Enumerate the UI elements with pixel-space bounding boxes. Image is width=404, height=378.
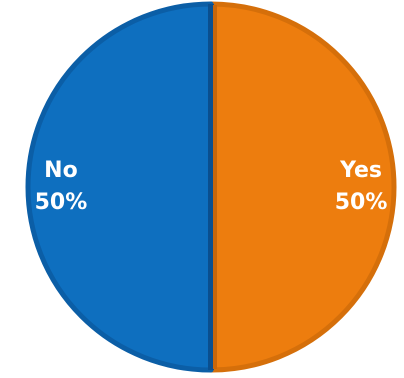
pie-slices xyxy=(25,1,397,373)
slice-percent-no: 50% xyxy=(35,190,88,215)
pie-labels: Yes 50% No 50% xyxy=(35,158,388,215)
pie-dividers xyxy=(208,4,217,370)
slice-label-no: No xyxy=(44,158,78,183)
slice-percent-yes: 50% xyxy=(335,190,388,215)
pie-slice-yes xyxy=(208,1,397,373)
pie-slice-no xyxy=(25,1,214,373)
slice-label-yes: Yes xyxy=(339,158,382,183)
